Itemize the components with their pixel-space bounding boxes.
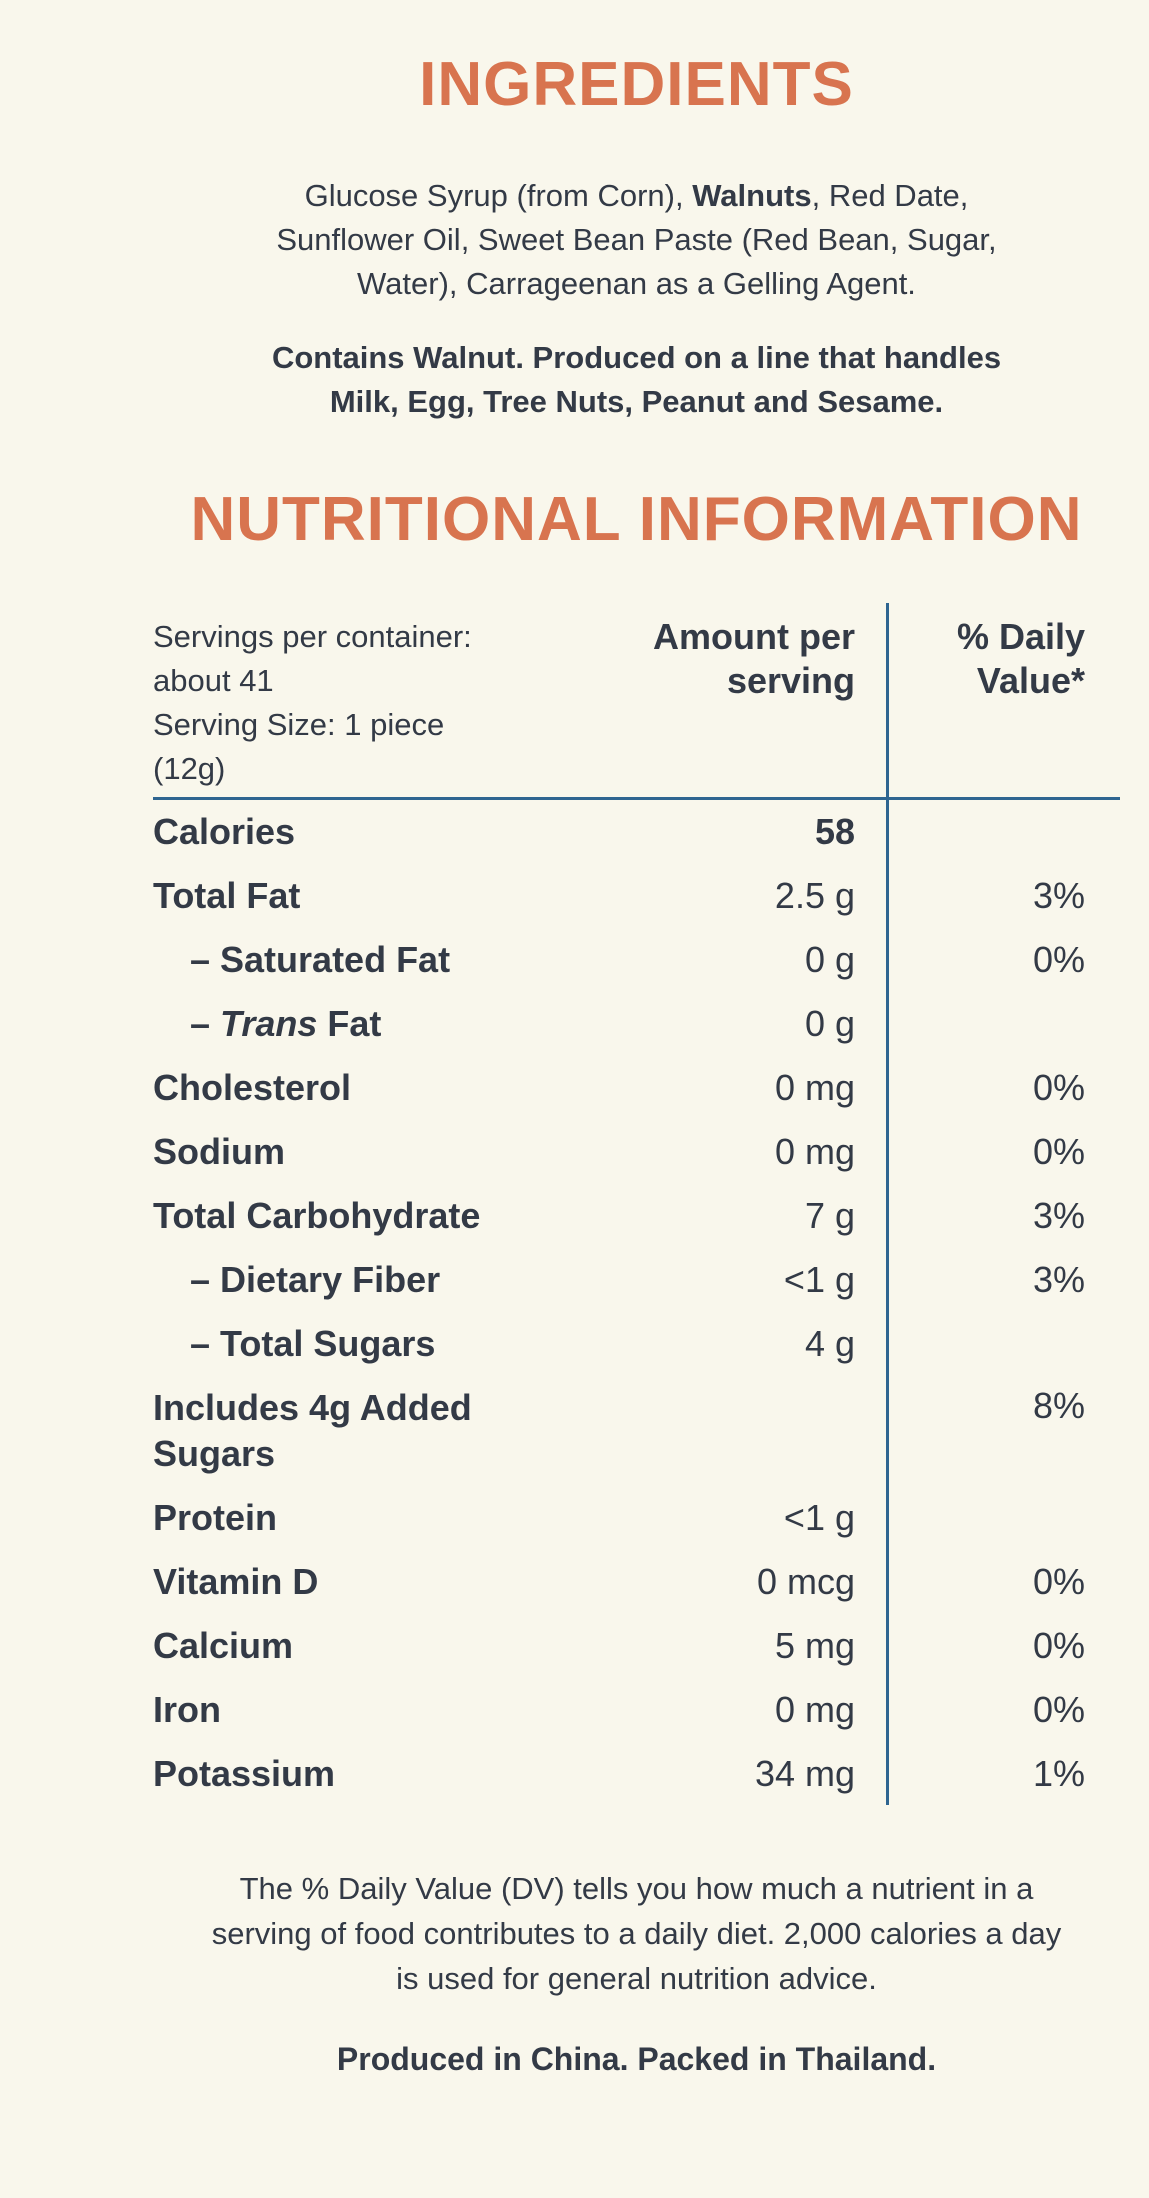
table-row-calcium: Calcium 5 mg 0% [153,1614,1145,1678]
table-row-vitamin-d: Vitamin D 0 mcg 0% [153,1550,1145,1614]
nutrient-label: Cholesterol [153,1067,352,1108]
nutrient-dv: 8% [1032,1385,1085,1426]
table-header-row: Servings per container: about 41 Serving… [153,600,1145,800]
label-panel: INGREDIENTS Glucose Syrup (from Corn), W… [128,49,1145,2078]
nutrient-label: – Saturated Fat [190,939,451,980]
nutrient-label: Includes 4g Added Sugars [153,1387,472,1474]
table-row-trans-fat: – Trans Fat 0 g [153,992,1145,1056]
table-row-saturated-fat: – Saturated Fat 0 g 0% [153,928,1145,992]
allergen-statement: Contains Walnut. Produced on a line that… [128,336,1145,424]
origin-statement: Produced in China. Packed in Thailand. [336,2041,937,2077]
nutrient-dv: 0% [1032,1625,1085,1666]
serving-info-line: Serving Size: 1 piece [153,707,445,742]
nutrient-dv: 0% [1032,1131,1085,1172]
table-row-cholesterol: Cholesterol 0 mg 0% [153,1056,1145,1120]
table-row-added-sugars: Includes 4g Added Sugars 8% [153,1376,1145,1486]
amount-per-serving-header: Amount per serving [653,616,855,701]
nutrient-amount: <1 g [783,1497,855,1538]
daily-value-header: % Daily Value* [956,616,1085,701]
nutrient-dv: 0% [1032,1067,1085,1108]
column-divider-line [886,603,889,1805]
nutrition-table: Servings per container: about 41 Serving… [153,600,1145,1806]
table-row-calories: Calories 58 [153,800,1145,864]
table-row-sodium: Sodium 0 mg 0% [153,1120,1145,1184]
nutrient-dv: 0% [1032,1561,1085,1602]
serving-info-line: Servings per container: [153,619,472,654]
dv-footnote-line-1: The % Daily Value (DV) tells you how muc… [239,1871,1034,1906]
nutrient-dv: 3% [1032,1195,1085,1236]
table-row-iron: Iron 0 mg 0% [153,1678,1145,1742]
nutrient-amount: 0 g [804,939,855,980]
ingredients-line-3: Water), Carrageenan as a Gelling Agent. [357,266,916,301]
nutrient-amount: 2.5 g [774,875,855,916]
nutrient-amount: 58 [814,811,855,852]
nutrient-amount: 0 mg [774,1689,855,1730]
nutrient-label: Protein [153,1497,278,1538]
ingredients-line-1: Glucose Syrup (from Corn), Walnuts, Red … [128,174,1145,218]
nutrient-label: Vitamin D [153,1561,319,1602]
nutrient-amount: 0 g [804,1003,855,1044]
nutrient-label: Total Fat [153,875,301,916]
serving-info-line: (12g) [153,751,226,786]
nutrient-label: – Dietary Fiber [190,1259,441,1300]
ingredients-text: Glucose Syrup (from Corn), Walnuts, Red … [128,174,1145,306]
table-row-potassium: Potassium 34 mg 1% [153,1742,1145,1806]
table-row-dietary-fiber: – Dietary Fiber <1 g 3% [153,1248,1145,1312]
ingredients-title: INGREDIENTS [419,50,854,119]
ingredients-line1-pre: Glucose Syrup (from Corn), [304,178,693,213]
nutrient-amount: 4 g [804,1323,855,1364]
nutrient-label: Calcium [153,1625,294,1666]
nutrient-label: Potassium [153,1753,336,1794]
nutrient-amount: 0 mg [774,1131,855,1172]
nutrient-amount: 7 g [804,1195,855,1236]
nutrient-label: Iron [153,1689,221,1730]
ingredients-line-2: Sunflower Oil, Sweet Bean Paste (Red Bea… [276,222,997,257]
serving-info-line: about 41 [153,663,274,698]
nutrient-dv: 3% [1032,875,1085,916]
nutrient-amount: 34 mg [754,1753,855,1794]
nutrient-label: Sodium [153,1131,285,1172]
allergen-line-2: Milk, Egg, Tree Nuts, Peanut and Sesame. [329,384,944,419]
ingredients-line1-post: , Red Date, [811,178,969,213]
nutrient-label: Calories [153,811,296,852]
nutrient-amount: <1 g [783,1259,855,1300]
table-row-protein: Protein <1 g [153,1486,1145,1550]
nutrient-amount: 5 mg [774,1625,855,1666]
table-row-total-sugars: – Total Sugars 4 g [153,1312,1145,1376]
nutrition-title: NUTRITIONAL INFORMATION [190,485,1083,554]
nutrient-dv: 1% [1032,1753,1085,1794]
serving-info: Servings per container: about 41 Serving… [153,615,633,800]
dv-footnote-line-3: is used for general nutrition advice. [396,1961,877,1996]
nutrient-label: – Trans Fat [190,1003,382,1044]
nutrient-label: Total Carbohydrate [153,1195,481,1236]
table-row-total-fat: Total Fat 2.5 g 3% [153,864,1145,928]
dv-footnote: The % Daily Value (DV) tells you how muc… [128,1866,1145,2001]
nutrient-dv: 0% [1032,1689,1085,1730]
table-row-total-carbohydrate: Total Carbohydrate 7 g 3% [153,1184,1145,1248]
nutrient-dv: 0% [1032,939,1085,980]
nutrient-label: – Total Sugars [190,1323,436,1364]
nutrient-dv: 3% [1032,1259,1085,1300]
header-divider-line [153,797,1120,800]
nutrient-amount: 0 mcg [756,1561,855,1602]
ingredients-line1-allergen: Walnuts [692,178,812,213]
allergen-line-1: Contains Walnut. Produced on a line that… [271,340,1002,375]
nutrient-amount: 0 mg [774,1067,855,1108]
dv-footnote-line-2: serving of food contributes to a daily d… [211,1916,1062,1951]
